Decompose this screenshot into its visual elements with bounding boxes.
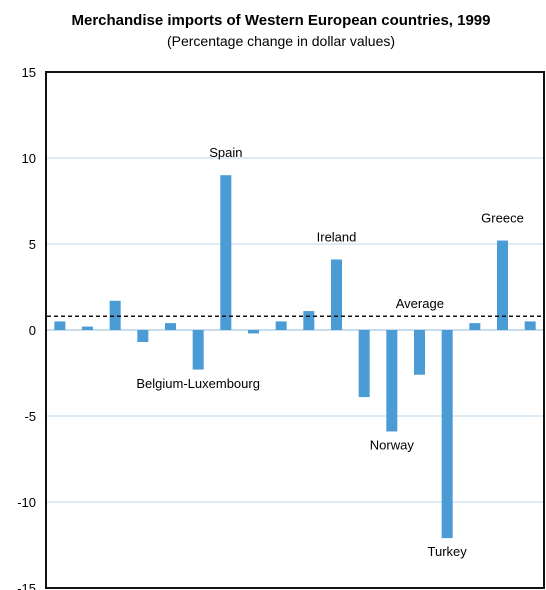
bar-annotation: Norway — [370, 437, 415, 452]
y-tick-label: -5 — [24, 409, 36, 424]
bar — [248, 330, 259, 334]
bar — [469, 323, 481, 330]
bar — [303, 311, 315, 330]
grid-lines — [47, 157, 543, 503]
bar — [414, 330, 425, 375]
y-tick-label: -15 — [17, 581, 36, 590]
bar-annotation: Turkey — [428, 544, 468, 559]
bar-annotation: Belgium-Luxembourg — [136, 376, 260, 391]
bar — [441, 330, 453, 539]
average-line-group: Average — [47, 296, 543, 317]
bar-annotation: Greece — [481, 211, 524, 226]
plot-frame — [45, 71, 545, 589]
bar — [192, 330, 204, 370]
bars — [54, 175, 536, 539]
bar-annotation: Spain — [209, 145, 242, 160]
bar — [358, 330, 370, 398]
bar — [109, 300, 121, 330]
y-tick-label: 10 — [22, 151, 36, 166]
bar-annotation: Ireland — [317, 229, 357, 244]
bar-annotations: Spain Belgium-Luxembourg Ireland Norway Turk… — [136, 145, 523, 559]
bar — [275, 321, 287, 330]
bar — [220, 175, 232, 330]
y-tick-label: 15 — [22, 65, 36, 80]
y-tick-label: 5 — [29, 237, 36, 252]
y-tick-label: -10 — [17, 495, 36, 510]
bar — [524, 321, 536, 330]
chart-title: Merchandise imports of Western European … — [71, 12, 490, 29]
bar — [497, 240, 508, 330]
bar — [165, 323, 176, 330]
bar — [137, 330, 149, 343]
bar — [386, 330, 398, 432]
bar — [82, 326, 93, 330]
y-axis-ticks: 15 10 5 0 -5 -10 -15 — [17, 65, 36, 590]
bar — [54, 321, 66, 330]
y-tick-label: 0 — [29, 323, 36, 338]
average-label: Average — [396, 296, 444, 311]
bar — [331, 259, 342, 330]
chart-subtitle: (Percentage change in dollar values) — [167, 33, 395, 49]
